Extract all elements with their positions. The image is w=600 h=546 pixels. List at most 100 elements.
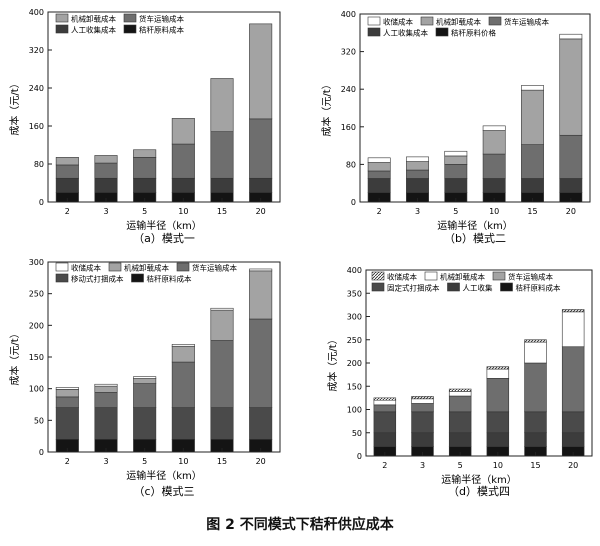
bar-segment-unload [55, 388, 79, 398]
plot-frame [365, 269, 593, 457]
legend-swatch-pack [371, 282, 385, 292]
bar-segment-pack [486, 411, 510, 434]
legend-swatch-pack [55, 273, 69, 283]
y-tick-label: 250 [347, 336, 362, 345]
bar-segment-pack [411, 411, 434, 434]
chart-panel-4: 0 50 100 150 200 250 300 350 400 2 3 5 10 15 20 运输半径（km… [326, 266, 593, 498]
bar-segment-pack [133, 407, 157, 440]
bar-segment-collect [406, 178, 429, 193]
bar-segment-unload [406, 161, 429, 171]
bar-segment-truck [521, 144, 544, 179]
legend-swatch-storage [55, 262, 69, 272]
bar-segment-hatch [373, 397, 397, 401]
bar-segment-collect [210, 177, 234, 193]
x-tick-label: 20 [256, 457, 266, 466]
bar-segment-unload [94, 155, 118, 164]
legend-swatch-storage [367, 16, 381, 26]
bar-segment-truck [171, 143, 195, 179]
bar-segment-storage [210, 307, 234, 311]
plot-frame [359, 13, 591, 203]
legend-swatch-storage [424, 271, 438, 281]
x-tick-label: 15 [217, 457, 227, 466]
x-tick-label: 5 [142, 457, 147, 466]
bar-segment-pack [55, 407, 79, 440]
y-axis-label: 成本（元/t） [8, 328, 21, 385]
legend-label: 机械卸载成本 [124, 263, 169, 273]
y-tick-label: 320 [29, 46, 44, 55]
bar-segment-collect [171, 177, 195, 193]
bar-segment-truck [171, 361, 195, 408]
bar-segment-unload [133, 149, 157, 158]
x-tick-label: 2 [377, 207, 382, 216]
legend-swatch-unload [420, 16, 434, 26]
x-axis-label: 运输半径（km） [126, 219, 202, 232]
legend-label: 秸秆原料成本 [147, 274, 192, 284]
bar-segment-storage [524, 341, 547, 364]
y-tick-label: 400 [29, 8, 44, 17]
bar-segment-collect [133, 177, 157, 193]
legend-swatch-collect [447, 282, 460, 292]
bar-segment-hatch [524, 339, 547, 343]
bar-segment-truck [373, 404, 397, 413]
bar-segment-pack [210, 407, 234, 440]
x-tick-label: 5 [453, 207, 458, 216]
bar-segment-hatch [411, 396, 434, 400]
x-tick-label: 15 [527, 207, 537, 216]
bar-segment-unload [367, 162, 391, 172]
bar-segment-truck [55, 164, 79, 179]
bar-segment-truck [367, 170, 391, 179]
y-tick-label: 0 [39, 448, 44, 457]
bar-segment-storage [133, 376, 157, 379]
y-tick-label: 100 [29, 385, 44, 394]
y-tick-label: 50 [352, 429, 362, 438]
y-tick-label: 300 [29, 258, 44, 267]
y-tick-label: 300 [347, 313, 362, 322]
bar-segment-collect [524, 432, 547, 447]
y-tick-label: 80 [34, 160, 44, 169]
x-axis-label: 运输半径（km） [437, 219, 513, 232]
bar-segment-truck [249, 318, 273, 408]
legend-label: 人工收集成本 [383, 28, 428, 38]
bar-segment-collect [444, 178, 468, 193]
bar-segment-unload [559, 38, 583, 136]
y-tick-label: 160 [341, 123, 356, 132]
legend-label: 秸秆原料价格 [451, 28, 496, 38]
plot-frame [47, 261, 281, 453]
bar-segment-truck [486, 378, 510, 413]
y-tick-label: 400 [347, 266, 362, 275]
bar-segment-hatch [486, 366, 510, 370]
bar-segment-truck [524, 362, 547, 413]
x-tick-label: 10 [489, 207, 499, 216]
bar-segment-truck [406, 169, 429, 179]
bar-segment-unload [210, 309, 234, 341]
plot-frame [47, 11, 281, 203]
bar-segment-storage [406, 156, 429, 162]
y-tick-label: 0 [351, 198, 356, 207]
x-tick-label: 2 [382, 461, 387, 470]
x-tick-label: 5 [458, 461, 463, 470]
x-tick-label: 20 [566, 207, 576, 216]
bar-segment-collect [55, 177, 79, 193]
bar-segment-truck [55, 396, 79, 408]
bar-segment-storage [559, 33, 583, 40]
x-tick-label: 15 [530, 461, 540, 470]
bar-segment-storage [448, 391, 472, 397]
bar-segment-unload [210, 78, 234, 133]
y-tick-label: 50 [34, 416, 44, 425]
bar-segment-truck [210, 340, 234, 408]
legend-swatch-raw [131, 273, 144, 283]
bar-segment-truck [210, 131, 234, 179]
legend-swatch-hatch [371, 271, 385, 281]
x-tick-label: 20 [256, 207, 266, 216]
bar-segment-storage [411, 398, 434, 404]
legend-label: 收储成本 [383, 17, 413, 27]
legend-label: 货车运输成本 [504, 17, 549, 27]
bar-segment-unload [171, 345, 195, 363]
x-tick-label: 20 [568, 461, 578, 470]
legend-label: 秸秆原料成本 [139, 25, 184, 35]
legend-label: 固定式打捆成本 [387, 283, 440, 293]
legend-swatch-unload [492, 271, 506, 281]
